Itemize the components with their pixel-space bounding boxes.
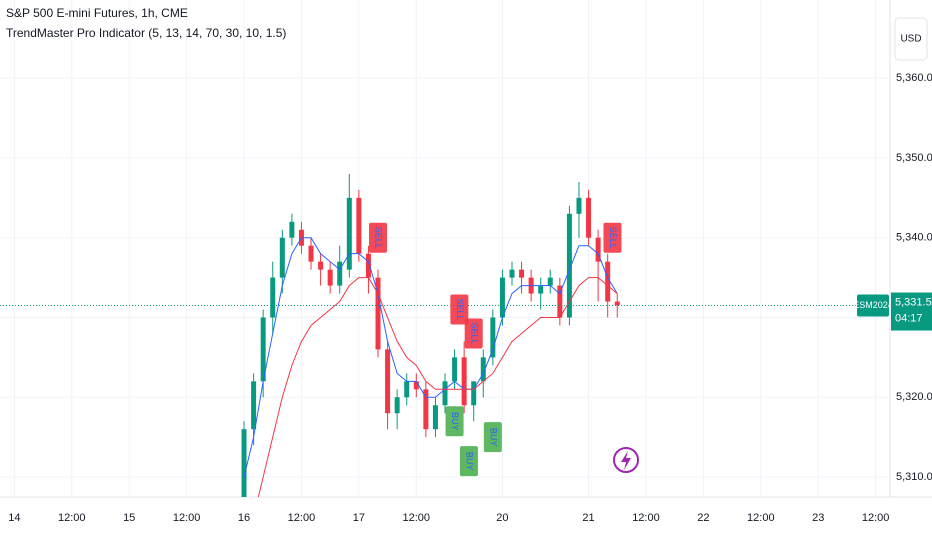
ma-line bbox=[243, 237, 618, 478]
candle-body bbox=[251, 381, 257, 430]
x-tick-label: 12:00 bbox=[862, 512, 890, 524]
currency-button[interactable] bbox=[894, 17, 928, 61]
candle-body bbox=[308, 245, 314, 262]
plot: SELL SELL SELL SELL BUY BUY BUY bbox=[0, 173, 890, 497]
candle-body bbox=[547, 277, 553, 286]
signal-box bbox=[483, 422, 502, 453]
y-tick-label: 5,340.00 bbox=[896, 232, 932, 244]
signal-label: SELL bbox=[469, 322, 479, 344]
x-tick-label: 20 bbox=[496, 512, 508, 524]
signal-label: BUY bbox=[465, 452, 475, 471]
candle-body bbox=[490, 317, 496, 358]
signal-box bbox=[369, 222, 388, 253]
candle-body bbox=[566, 213, 572, 318]
candle-body bbox=[538, 285, 544, 294]
symbol-label: ESM2024 bbox=[853, 300, 893, 310]
signal-box bbox=[603, 222, 622, 253]
candle-body bbox=[404, 381, 410, 398]
x-tick-label: 22 bbox=[697, 512, 709, 524]
candle-body bbox=[471, 381, 477, 406]
signal-label: SELL bbox=[374, 227, 384, 249]
signal-label: BUY bbox=[488, 428, 498, 447]
candle-body bbox=[576, 197, 582, 214]
candle-body bbox=[318, 261, 324, 270]
price-tag bbox=[891, 292, 932, 331]
candle-body bbox=[327, 269, 333, 286]
indicator-name: TrendMaster Pro Indicator (5, 13, 14, 70… bbox=[6, 26, 286, 40]
countdown-label: 04:17 bbox=[895, 312, 923, 324]
candle-body bbox=[365, 253, 371, 278]
x-tick-label: 16 bbox=[238, 512, 250, 524]
x-tick-label: 17 bbox=[353, 512, 365, 524]
candle-body bbox=[499, 277, 505, 318]
candle-body bbox=[480, 357, 486, 382]
candle-body bbox=[413, 381, 419, 390]
x-tick-label: 21 bbox=[582, 512, 594, 524]
grid bbox=[0, 0, 890, 497]
x-tick-label: 15 bbox=[123, 512, 135, 524]
candle-body bbox=[356, 197, 362, 254]
x-tick-label: 12:00 bbox=[58, 512, 86, 524]
x-tick-label: 12:00 bbox=[173, 512, 201, 524]
y-tick-label: 5,320.00 bbox=[896, 391, 932, 403]
candle-body bbox=[432, 405, 438, 430]
candle-body bbox=[452, 357, 458, 382]
candle-body bbox=[289, 221, 295, 238]
candle-body bbox=[509, 269, 515, 278]
candle-body bbox=[519, 269, 525, 278]
candle-body bbox=[270, 277, 276, 318]
candle-body bbox=[375, 277, 381, 350]
candle-body bbox=[586, 197, 592, 238]
x-tick-label: 12:00 bbox=[403, 512, 431, 524]
candle-body bbox=[614, 301, 620, 306]
y-tick-label: 5,310.00 bbox=[896, 471, 932, 483]
signal-box bbox=[459, 446, 478, 477]
event-bolt bbox=[621, 451, 631, 470]
candle-body bbox=[279, 237, 285, 278]
currency-label[interactable]: USD bbox=[900, 34, 921, 45]
axes: 5,310.005,320.005,330.005,340.005,350.00… bbox=[8, 72, 932, 524]
symbol-tag bbox=[857, 294, 889, 317]
x-tick-label: 12:00 bbox=[632, 512, 660, 524]
candle-body bbox=[260, 317, 266, 382]
candle-body bbox=[461, 357, 467, 406]
signal-label: SELL bbox=[608, 227, 618, 249]
y-tick-label: 5,350.00 bbox=[896, 152, 932, 164]
signal-box bbox=[450, 294, 469, 325]
x-tick-label: 14 bbox=[8, 512, 20, 524]
x-tick-label: 12:00 bbox=[288, 512, 316, 524]
x-tick-label: 23 bbox=[812, 512, 824, 524]
candle-body bbox=[423, 389, 429, 430]
candle-body bbox=[337, 261, 343, 286]
candle-body bbox=[595, 237, 601, 262]
candle-body bbox=[442, 381, 448, 406]
signal-label: BUY bbox=[450, 412, 460, 431]
y-tick-label: 5,360.00 bbox=[896, 72, 932, 84]
candle-body bbox=[557, 285, 563, 318]
candle-body bbox=[346, 197, 352, 270]
candle-body bbox=[385, 349, 391, 414]
candle-body bbox=[394, 397, 400, 414]
ma-line bbox=[257, 277, 618, 497]
candle-body bbox=[605, 261, 611, 302]
x-tick-label: 12:00 bbox=[747, 512, 775, 524]
signal-label: SELL bbox=[455, 299, 465, 321]
candle-body bbox=[241, 429, 247, 497]
signal-box bbox=[464, 318, 483, 349]
signal-box bbox=[445, 406, 464, 437]
price-tag-label: 5,331.50 bbox=[895, 296, 932, 308]
chart-title: S&P 500 E-mini Futures, 1h, CME bbox=[6, 6, 188, 20]
